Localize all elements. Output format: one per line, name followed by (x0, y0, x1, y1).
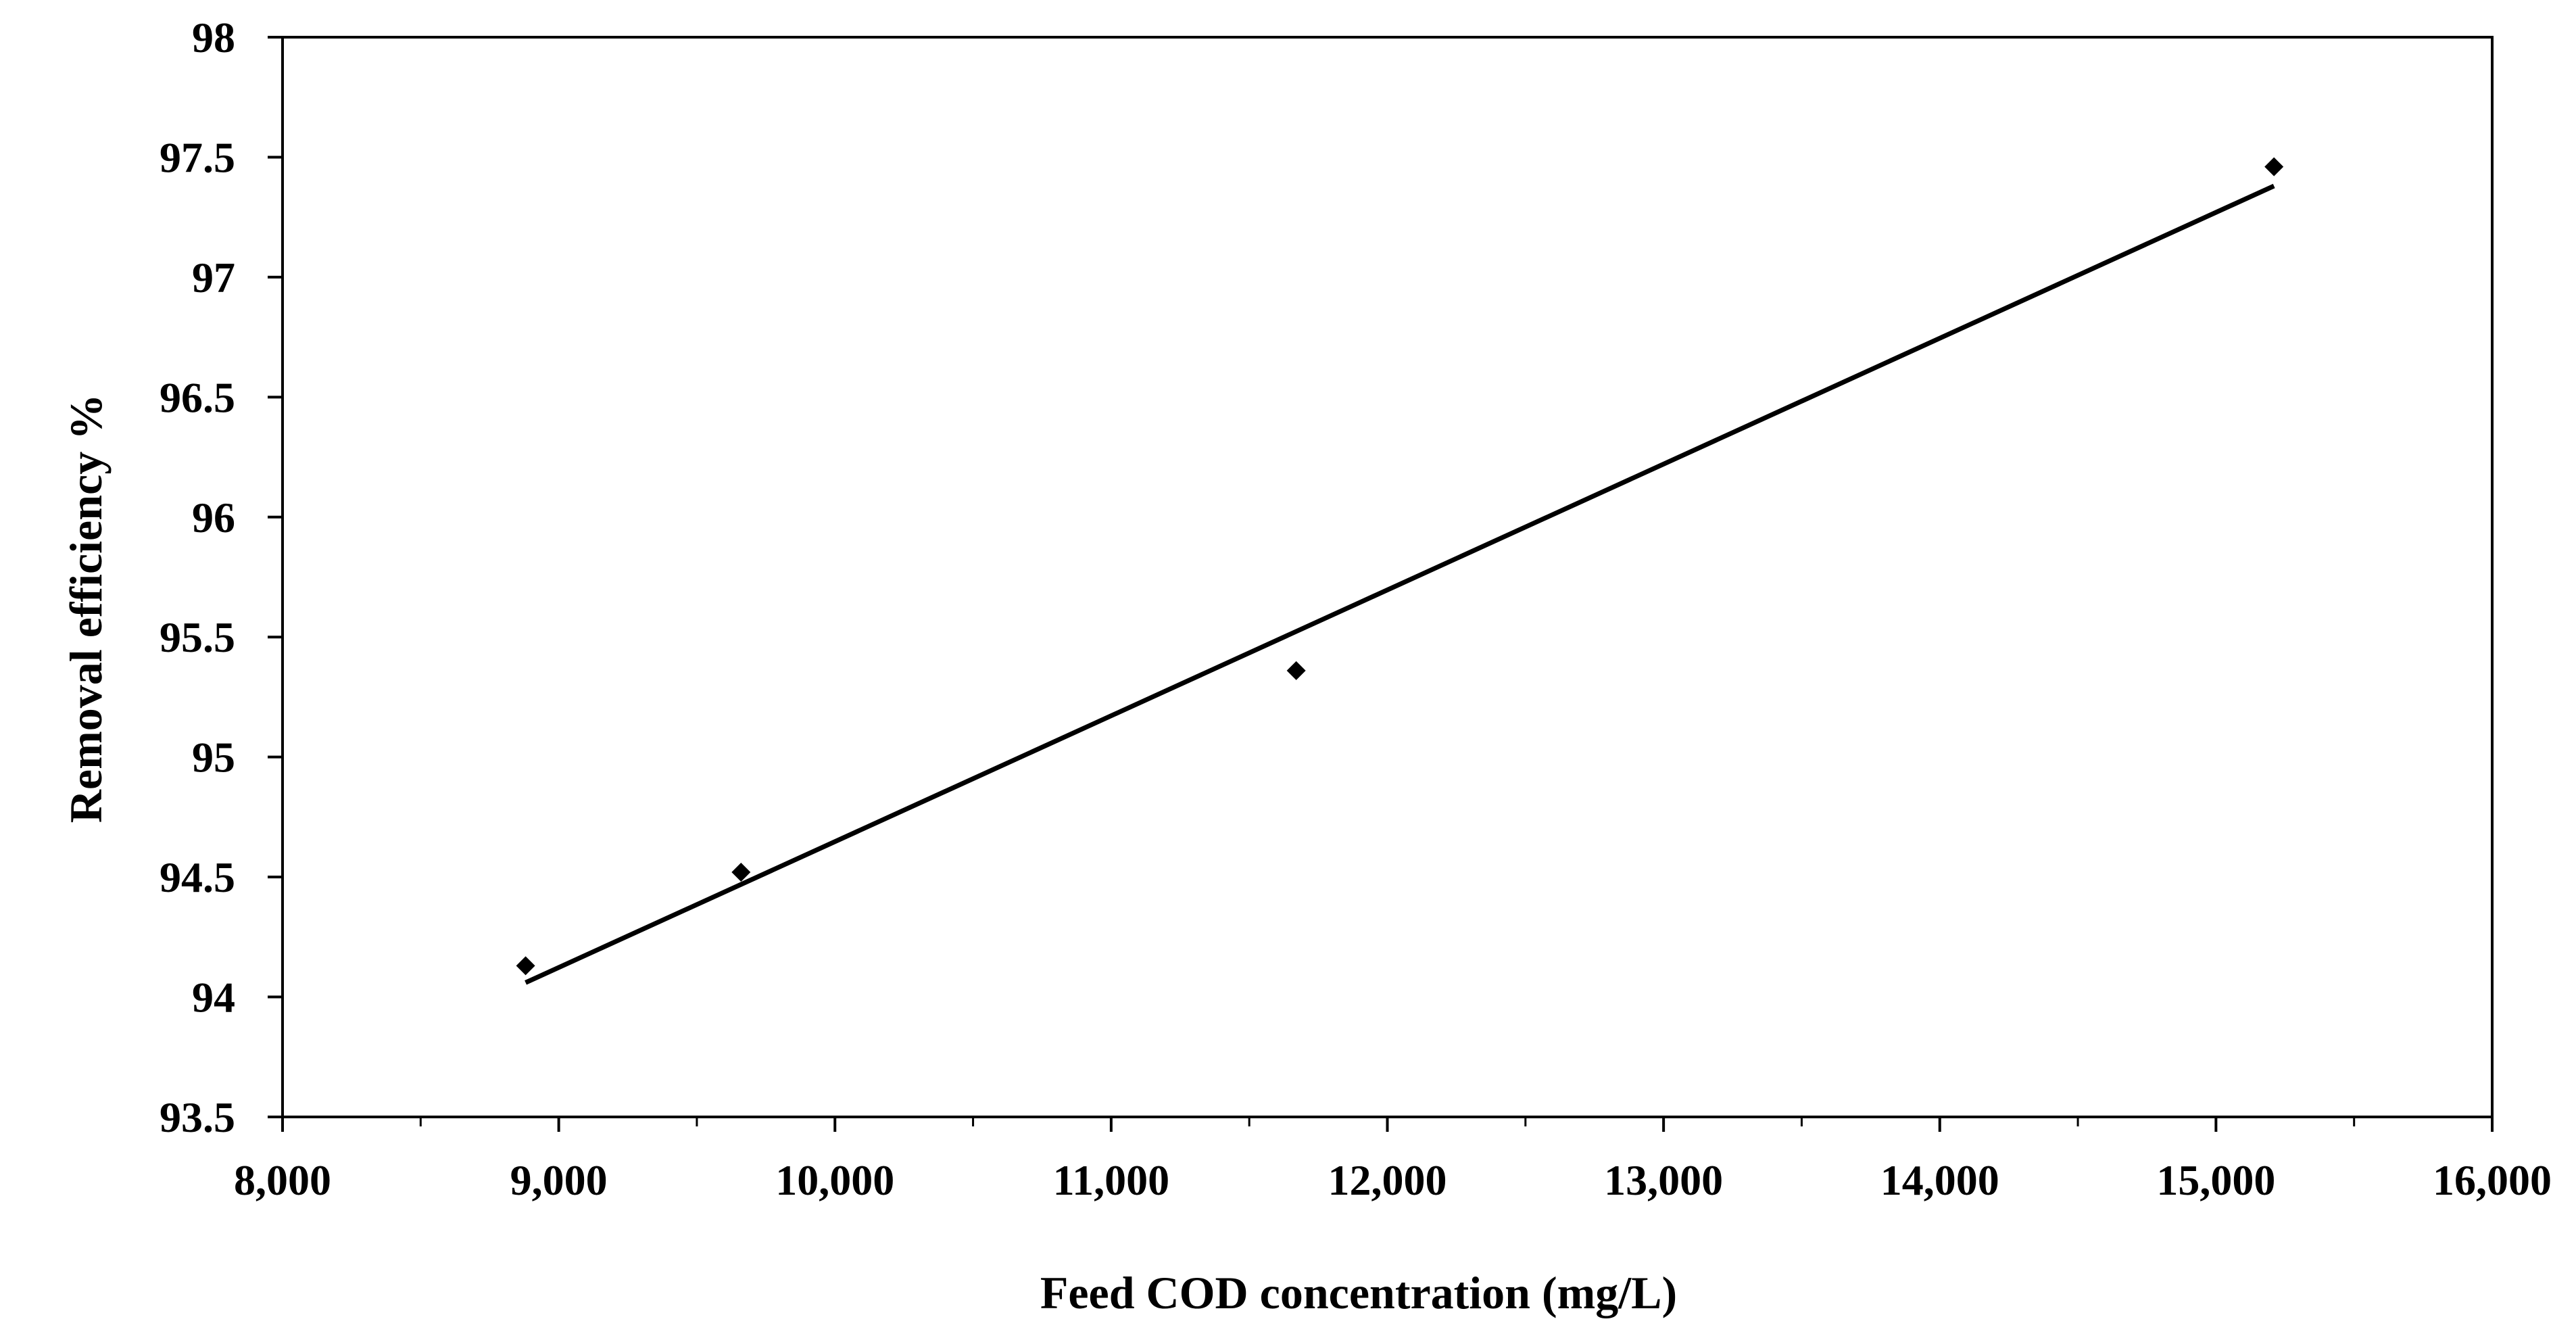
x-axis-title: Feed COD concentration (mg/L) (1040, 1267, 1677, 1318)
data-point (1286, 661, 1306, 680)
y-tick-label: 93.5 (160, 1093, 235, 1141)
y-tick-label: 97 (192, 254, 235, 302)
x-tick-label: 15,000 (2156, 1156, 2275, 1204)
x-axis-ticks: 8,000 9,000 10,000 11,000 12,000 13,000 14,000… (234, 1117, 2552, 1204)
plot-area (281, 36, 2494, 1118)
data-points-layer (516, 157, 2284, 976)
fit-line-layer (525, 183, 2275, 985)
data-point (731, 863, 751, 882)
x-tick-label: 14,000 (1880, 1156, 1999, 1204)
x-tick-label: 11,000 (1053, 1156, 1169, 1204)
y-tick-label: 96 (192, 494, 235, 542)
x-tick-label: 10,000 (775, 1156, 894, 1204)
data-point (516, 956, 535, 976)
y-tick-label: 96.5 (160, 373, 235, 421)
trend-line (525, 183, 2275, 985)
y-tick-label: 94.5 (160, 853, 235, 901)
y-tick-label: 98 (192, 14, 235, 62)
y-tick-label: 97.5 (160, 133, 235, 181)
y-tick-label: 95.5 (160, 613, 235, 661)
x-tick-label: 9,000 (510, 1156, 608, 1204)
x-tick-label: 8,000 (234, 1156, 331, 1204)
y-axis-title: Removal efficiency % (60, 394, 112, 823)
y-axis-ticks: 93.5 94 94.5 95 95.5 96 96.5 97 97.5 98 (160, 14, 283, 1141)
x-tick-label: 13,000 (1604, 1156, 1723, 1204)
y-tick-label: 95 (192, 734, 235, 782)
y-tick-label: 94 (192, 974, 235, 1022)
x-tick-label: 12,000 (1328, 1156, 1447, 1204)
x-tick-label: 16,000 (2433, 1156, 2552, 1204)
data-point (2264, 157, 2284, 176)
